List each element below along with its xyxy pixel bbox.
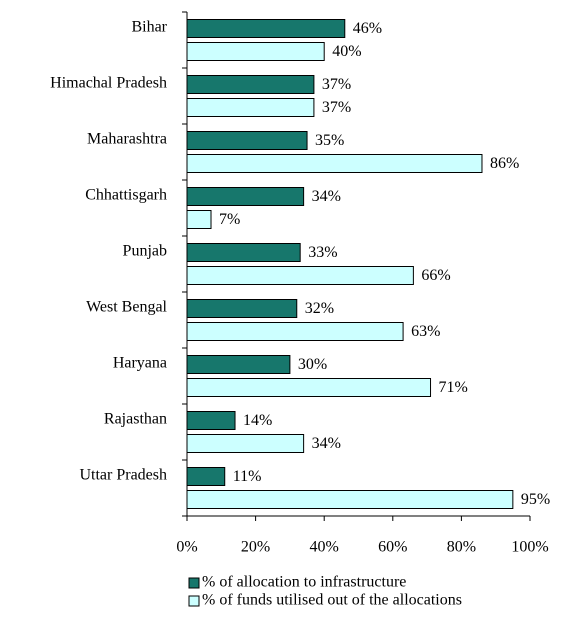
- value-label: 34%: [312, 188, 341, 205]
- legend-swatch: [188, 595, 200, 607]
- value-label: 33%: [308, 244, 337, 261]
- x-tick-label: 100%: [511, 539, 548, 556]
- value-label: 34%: [312, 435, 341, 452]
- category-label: Punjab: [123, 243, 167, 260]
- category-label: Bihar: [131, 19, 167, 36]
- value-label: 66%: [421, 267, 450, 284]
- category-label: West Bengal: [86, 299, 167, 316]
- value-label: 71%: [439, 379, 468, 396]
- bar: [186, 187, 305, 206]
- bar: [186, 434, 305, 453]
- bar: [186, 355, 291, 374]
- value-label: 86%: [490, 155, 519, 172]
- category-label: Uttar Pradesh: [79, 467, 167, 484]
- legend-swatch: [188, 577, 200, 589]
- value-label: 14%: [243, 412, 272, 429]
- bar: [186, 490, 514, 509]
- bar: [186, 154, 483, 173]
- bar: [186, 411, 236, 430]
- value-label: 95%: [521, 491, 550, 508]
- x-tick-label: 40%: [310, 539, 339, 556]
- x-tick-label: 80%: [447, 539, 476, 556]
- value-label: 40%: [332, 43, 361, 60]
- x-tick-label: 0%: [176, 539, 197, 556]
- bar: [186, 42, 325, 61]
- value-label: 35%: [315, 132, 344, 149]
- bar: [186, 210, 212, 229]
- value-label: 63%: [411, 323, 440, 340]
- legend-label: % of funds utilised out of the allocatio…: [202, 592, 462, 609]
- bar: [186, 266, 414, 285]
- bar: [186, 19, 346, 38]
- value-label: 37%: [322, 99, 351, 116]
- category-label: Rajasthan: [104, 411, 167, 428]
- legend-label: % of allocation to infrastructure: [202, 574, 406, 591]
- bar: [186, 98, 315, 117]
- bar: [186, 243, 301, 262]
- x-tick-label: 60%: [378, 539, 407, 556]
- bar: [186, 299, 298, 318]
- category-label: Maharashtra: [87, 131, 167, 148]
- value-label: 32%: [305, 300, 334, 317]
- category-label: Chhattisgarh: [85, 187, 167, 204]
- value-label: 37%: [322, 76, 351, 93]
- bar: [186, 131, 308, 150]
- value-label: 46%: [353, 20, 382, 37]
- value-label: 11%: [233, 468, 262, 485]
- x-tick-label: 20%: [241, 539, 270, 556]
- bar: [186, 322, 404, 341]
- bar: [186, 378, 432, 397]
- category-label: Himachal Pradesh: [50, 75, 167, 92]
- value-label: 7%: [219, 211, 240, 228]
- bar: [186, 75, 315, 94]
- category-label: Haryana: [113, 355, 167, 372]
- bar: [186, 467, 226, 486]
- value-label: 30%: [298, 356, 327, 373]
